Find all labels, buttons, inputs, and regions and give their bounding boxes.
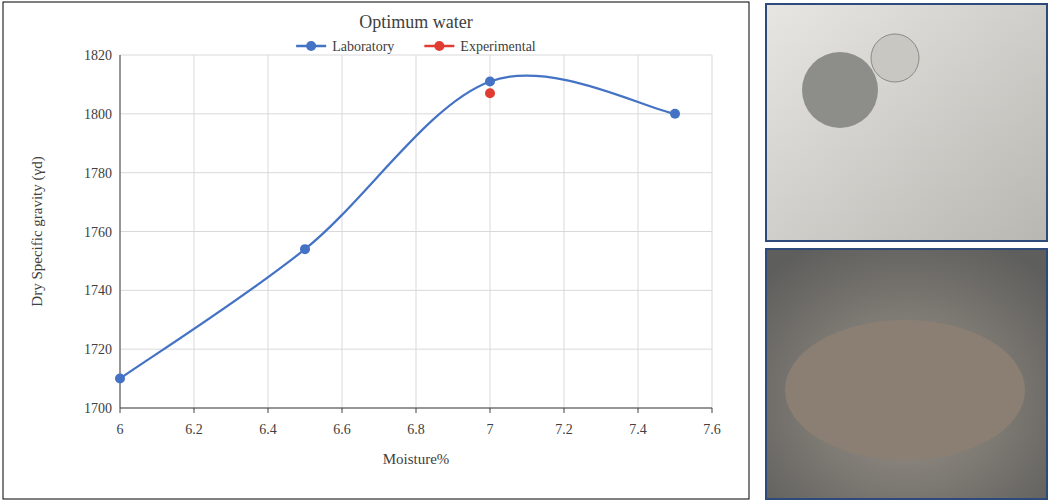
y-tick-label: 1700 <box>84 401 112 416</box>
y-axis-title: Dry Specific gravity (γd) <box>29 156 46 306</box>
y-tick-label: 1760 <box>84 225 112 240</box>
chart-frame <box>3 2 749 499</box>
series-line <box>120 76 675 379</box>
grid-line <box>564 55 565 408</box>
grid-line <box>490 55 491 408</box>
x-axis-title: Moisture% <box>383 451 450 467</box>
x-tick <box>638 408 639 413</box>
grid-line <box>194 55 195 408</box>
data-point <box>300 244 310 254</box>
data-point <box>485 88 495 98</box>
grid-line <box>638 55 639 408</box>
grid-line <box>712 55 713 408</box>
photo-top <box>766 4 1047 241</box>
chart-title: Optimum water <box>359 12 472 32</box>
x-tick-label: 6.6 <box>333 422 351 437</box>
grid-line <box>416 55 417 408</box>
y-tick-label: 1820 <box>84 48 112 63</box>
x-tick <box>194 408 195 413</box>
legend-marker <box>306 41 316 51</box>
grid-line <box>342 55 343 408</box>
y-tick-label: 1720 <box>84 342 112 357</box>
x-tick-label: 6 <box>117 422 124 437</box>
photo-detail <box>802 52 878 128</box>
photo-detail <box>871 34 919 82</box>
data-point <box>115 374 125 384</box>
x-tick-label: 7 <box>487 422 494 437</box>
legend: Laboratory Experimental <box>296 39 536 54</box>
x-tick <box>120 408 121 413</box>
x-tick <box>564 408 565 413</box>
x-tick <box>268 408 269 413</box>
y-tick-label: 1740 <box>84 283 112 298</box>
x-tick <box>416 408 417 413</box>
legend-label: Experimental <box>460 39 536 54</box>
y-axis <box>120 55 121 408</box>
grid-line <box>268 55 269 408</box>
x-tick <box>342 408 343 413</box>
x-tick-label: 6.4 <box>259 422 277 437</box>
x-tick <box>712 408 713 413</box>
plot-area <box>115 76 680 384</box>
x-axis <box>120 408 712 409</box>
legend-marker <box>434 41 444 51</box>
x-tick <box>490 408 491 413</box>
legend-item: Experimental <box>424 39 536 54</box>
y-tick-label: 1780 <box>84 166 112 181</box>
photo-bottom <box>766 249 1047 499</box>
x-tick-label: 7.6 <box>703 422 721 437</box>
x-tick-label: 7.4 <box>629 422 647 437</box>
grid-line <box>120 408 712 409</box>
grid-line <box>120 55 121 408</box>
photo-detail <box>785 320 1025 460</box>
x-tick-label: 7.2 <box>555 422 573 437</box>
x-tick-label: 6.2 <box>185 422 203 437</box>
y-tick-label: 1800 <box>84 107 112 122</box>
legend-item: Laboratory <box>296 39 394 54</box>
x-tick-label: 6.8 <box>407 422 425 437</box>
data-point <box>485 76 495 86</box>
data-point <box>670 109 680 119</box>
legend-label: Laboratory <box>332 39 394 54</box>
